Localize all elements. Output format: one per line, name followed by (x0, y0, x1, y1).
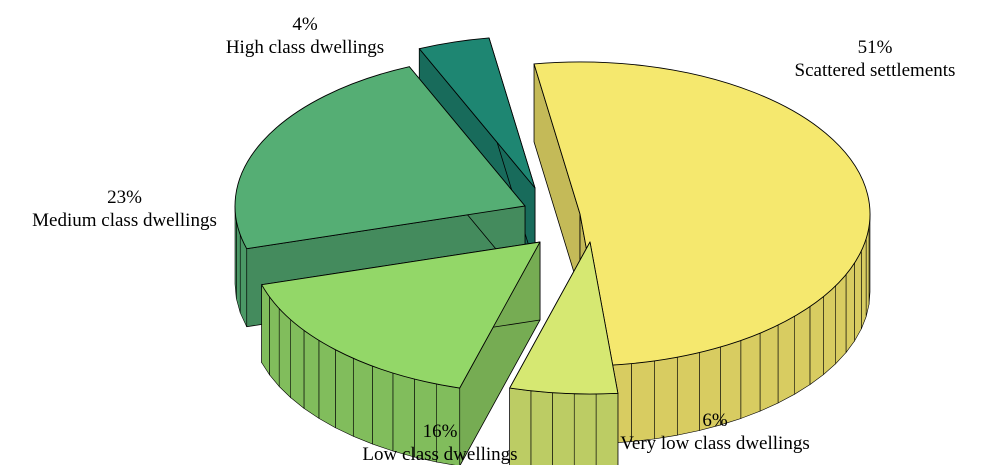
slice-side-strip-very-low-class-dwellings (552, 392, 575, 465)
percent-scattered-settlements: 51% (857, 37, 893, 58)
name-scattered-settlements: Scattered settlements (794, 60, 956, 81)
label-very-low-class-dwellings: 6% Very low class dwellings (590, 409, 840, 455)
slice-side-strip-scattered-settlements (809, 295, 824, 386)
slice-side-strip-low-class-dwellings (290, 319, 305, 409)
slice-top-high-class-dwellings (418, 37, 536, 189)
slice-side-strip-low-class-dwellings (269, 295, 280, 388)
percent-low-class-dwellings: 16% (422, 421, 458, 442)
label-high-class-dwellings: 4% High class dwellings (195, 13, 415, 59)
label-low-class-dwellings: 16% Low class dwellings (350, 420, 530, 466)
label-medium-class-dwellings: 23% Medium class dwellings (2, 186, 247, 232)
percent-very-low-class-dwellings: 6% (702, 410, 728, 431)
slice-low-class-dwellings (261, 241, 541, 465)
slice-side-strip-scattered-settlements (794, 306, 811, 395)
slice-side-strip-low-class-dwellings (303, 329, 320, 419)
label-scattered-settlements: 51% Scattered settlements (770, 36, 980, 82)
name-high-class-dwellings: High class dwellings (225, 37, 385, 58)
slice-side-strip-scattered-settlements (777, 315, 796, 404)
slice-top-low-class-dwellings (261, 241, 541, 389)
slice-side-strip-scattered-settlements (854, 249, 862, 343)
slice-top-medium-class-dwellings (234, 66, 526, 250)
slice-side-strip-scattered-settlements (759, 324, 779, 412)
slice-side-strip-very-low-class-dwellings (530, 390, 553, 465)
slice-very-low-class-dwellings (509, 241, 619, 465)
slice-side-strip-scattered-settlements (865, 226, 870, 317)
percent-high-class-dwellings: 4% (292, 14, 318, 35)
slice-side-strip-scattered-settlements (860, 238, 867, 330)
percent-medium-class-dwellings: 23% (107, 187, 142, 208)
slice-side-strip-low-class-dwellings (318, 339, 336, 429)
slice-side-strip-scattered-settlements (845, 262, 855, 354)
slice-side-strip-scattered-settlements (823, 285, 836, 376)
name-low-class-dwellings: Low class dwellings (362, 444, 518, 465)
name-very-low-class-dwellings: Very low class dwellings (620, 433, 810, 454)
slice-side-strip-scattered-settlements (740, 332, 761, 419)
slice-top-very-low-class-dwellings (509, 241, 619, 395)
slice-side-strip-scattered-settlements (835, 273, 847, 365)
name-medium-class-dwellings: Medium class dwellings (32, 210, 217, 231)
slice-side-strip-low-class-dwellings (278, 307, 291, 399)
slice-side-strip-low-class-dwellings (261, 283, 270, 376)
slice-top-scattered-settlements (533, 61, 871, 366)
slice-side-strip-medium-class-dwellings (239, 234, 247, 327)
